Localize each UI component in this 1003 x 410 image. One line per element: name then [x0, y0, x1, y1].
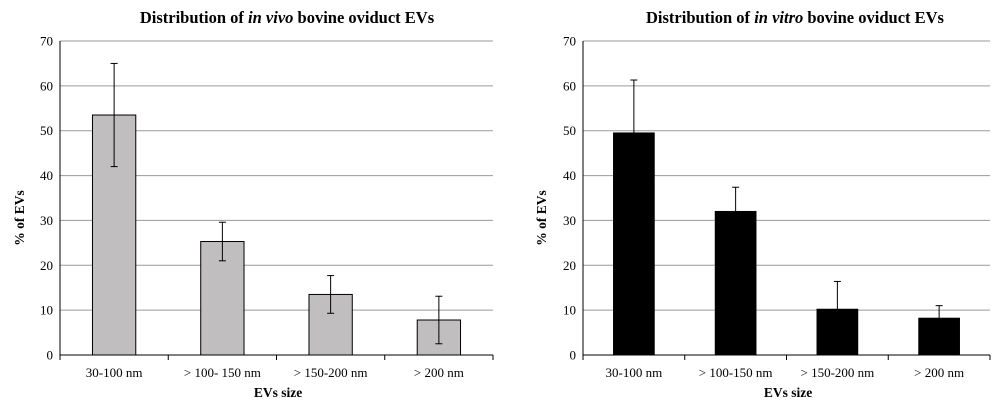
y-tick-label: 50: [40, 123, 53, 138]
y-tick-label: 10: [40, 303, 53, 318]
x-tick-label: > 150-200 nm: [800, 365, 874, 380]
y-tick-label: 10: [563, 303, 576, 318]
y-tick-label: 30: [563, 213, 576, 228]
y-tick-label: 0: [47, 348, 54, 363]
y-tick-label: 30: [40, 213, 53, 228]
x-axis-label: EVs size: [764, 385, 812, 400]
x-tick-label: > 100- 150 nm: [184, 365, 261, 380]
chart-in-vivo: Distribution of in vivo bovine oviduct E…: [12, 8, 494, 400]
y-tick-label: 70: [40, 34, 53, 49]
chart-title-prefix: Distribution of: [140, 8, 248, 27]
y-tick-label: 20: [40, 258, 53, 273]
y-tick-label: 60: [40, 78, 53, 93]
y-axis-label: % of EVs: [534, 190, 549, 246]
x-tick-label: > 200 nm: [414, 365, 464, 380]
y-tick-label: 0: [570, 348, 577, 363]
x-axis-label: EVs size: [254, 385, 302, 400]
chart-title-italic: in vivo: [248, 8, 293, 27]
y-tick-label: 50: [563, 123, 576, 138]
chart-title-suffix: bovine oviduct EVs: [293, 8, 434, 27]
chart-title-prefix: Distribution of: [646, 8, 754, 27]
y-tick-label: 40: [40, 168, 53, 183]
chart-title-italic: in vitro: [754, 8, 803, 27]
y-tick-label: 70: [563, 34, 576, 49]
x-tick-label: 30-100 nm: [606, 365, 663, 380]
x-tick-label: > 150-200 nm: [294, 365, 368, 380]
x-tick-label: > 200 nm: [914, 365, 964, 380]
x-tick-label: > 100-150 nm: [699, 365, 773, 380]
y-tick-label: 60: [563, 78, 576, 93]
x-tick-label: 30-100 nm: [86, 365, 143, 380]
chart-in-vitro: Distribution of in vitro bovine oviduct …: [534, 8, 991, 400]
chart-title: Distribution of in vivo bovine oviduct E…: [140, 8, 435, 27]
chart-title-suffix: bovine oviduct EVs: [803, 8, 944, 27]
chart-title: Distribution of in vitro bovine oviduct …: [646, 8, 945, 27]
y-tick-label: 40: [563, 168, 576, 183]
y-tick-label: 20: [563, 258, 576, 273]
y-axis-label: % of EVs: [12, 190, 27, 246]
